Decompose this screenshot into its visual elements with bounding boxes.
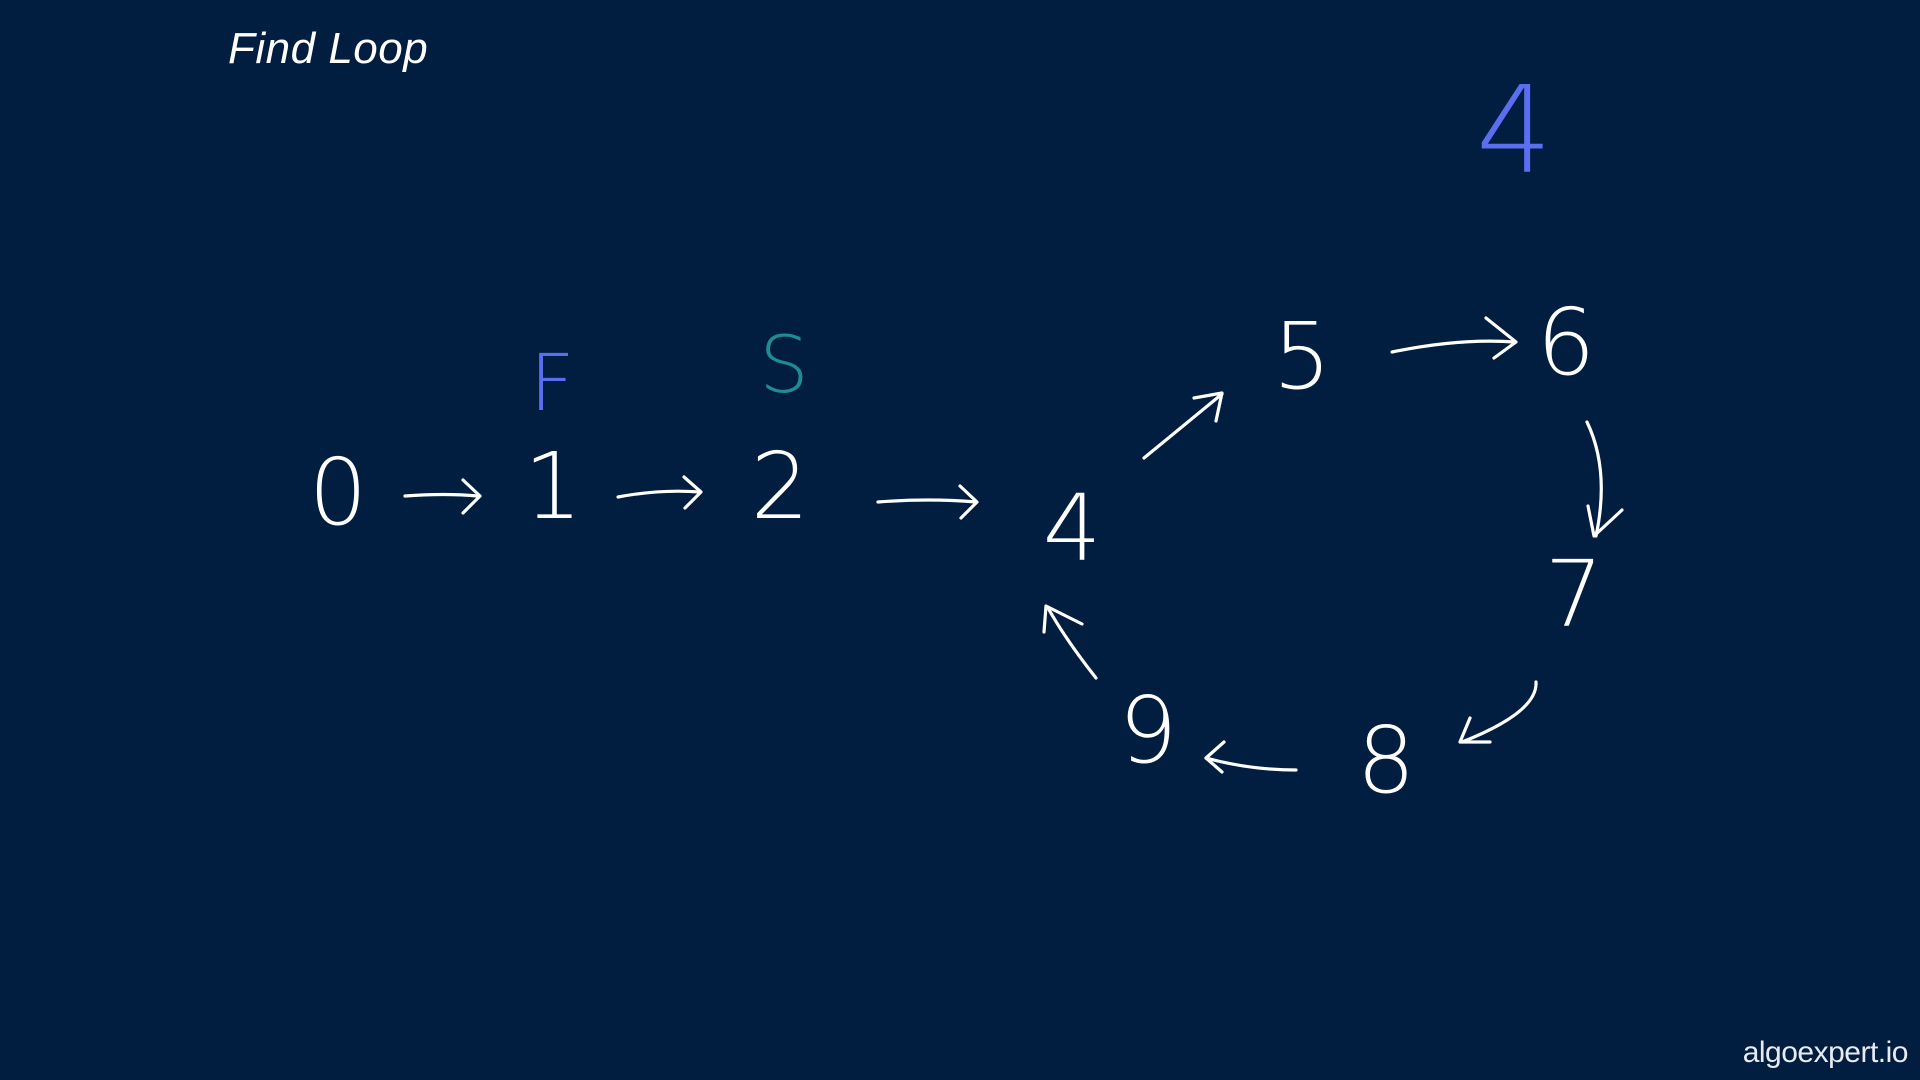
arrow-6-7	[1585, 420, 1624, 538]
node-4: 4	[1043, 475, 1102, 582]
node-9: 9	[1119, 677, 1178, 784]
node-8: 8	[1357, 707, 1416, 814]
node-0: 0	[309, 439, 368, 546]
page-title: Find Loop	[228, 24, 429, 73]
brand-watermark: algoexpert.io	[1742, 1036, 1909, 1069]
arrow-7-8	[1458, 680, 1538, 744]
node-2: 2	[751, 433, 810, 540]
node-6: 6	[1537, 289, 1596, 396]
arrow-5-6	[1390, 316, 1518, 360]
arrow-0-1	[403, 478, 482, 515]
arrow-1-2	[616, 475, 703, 510]
loop-start-annotation: 4	[1476, 62, 1552, 201]
slow-pointer-label: S	[759, 321, 809, 411]
node-1: 1	[524, 433, 583, 540]
fast-pointer-label: F	[530, 339, 575, 429]
arrow-8-9	[1204, 740, 1298, 774]
node-5: 5	[1273, 303, 1332, 410]
arrow-4-5	[1142, 391, 1224, 460]
arrow-9-4	[1042, 604, 1098, 680]
node-7: 7	[1545, 541, 1604, 648]
arrow-2-4	[876, 484, 979, 520]
